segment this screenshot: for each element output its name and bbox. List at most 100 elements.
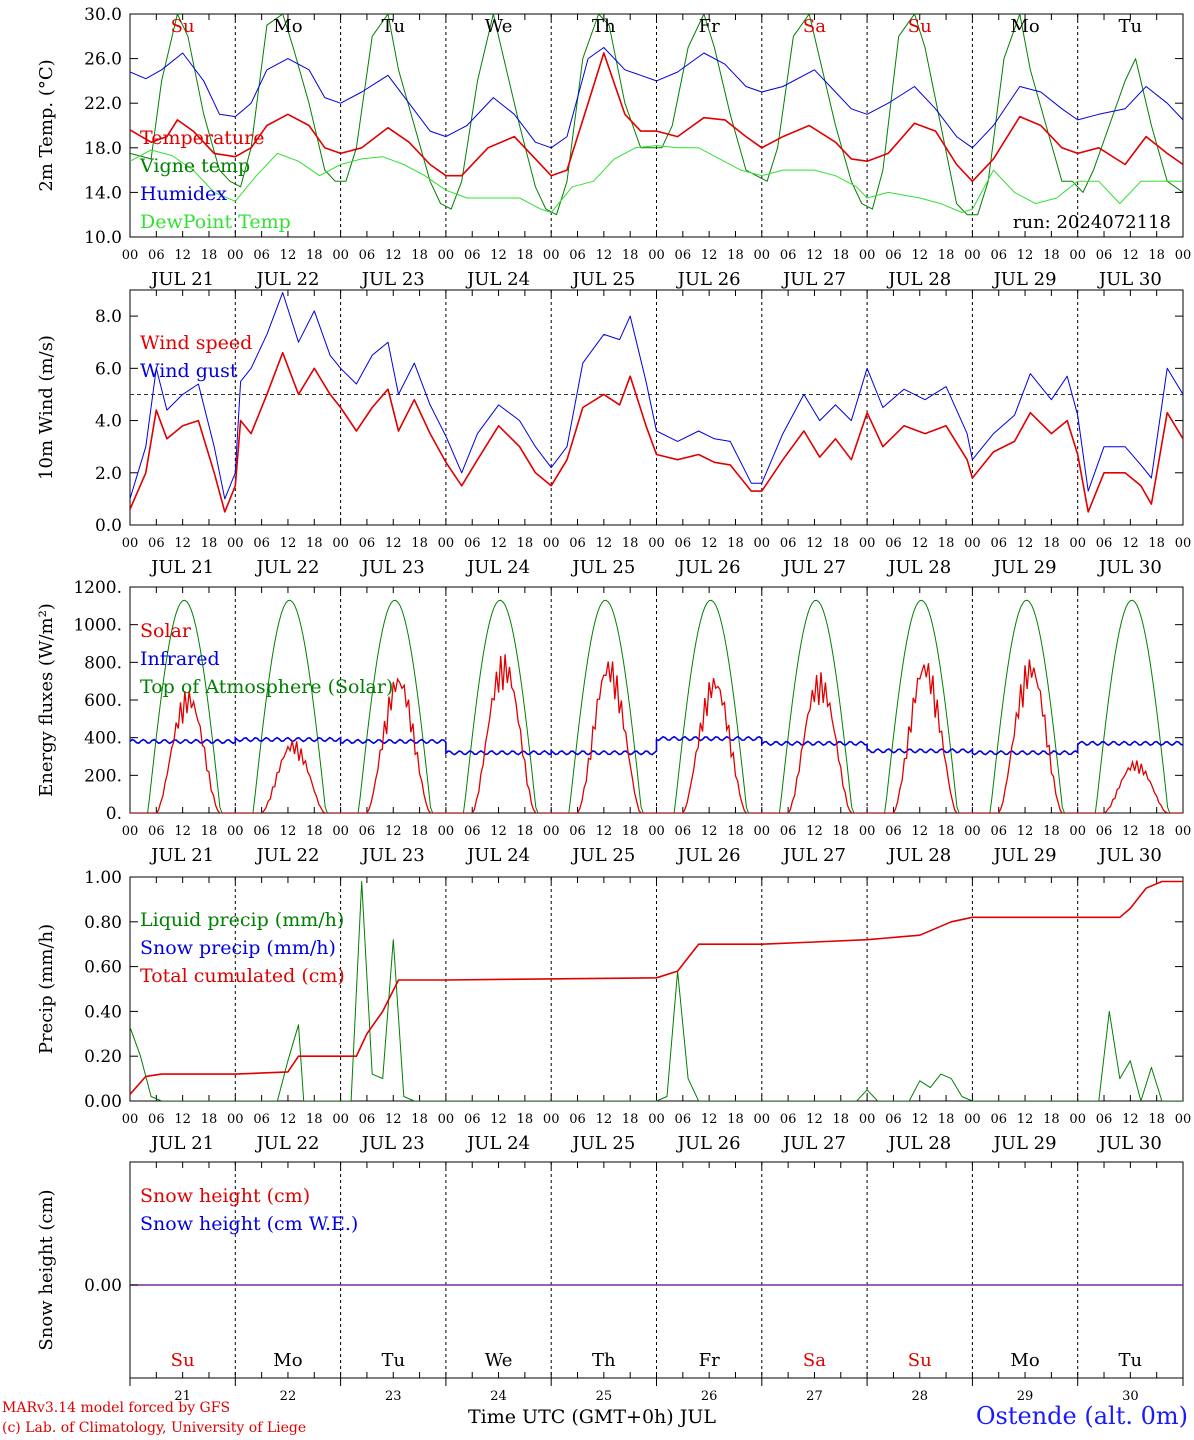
hour-tick-label: 00: [543, 248, 560, 263]
hour-tick-label: 18: [411, 824, 428, 839]
hour-tick-label: 12: [280, 248, 297, 263]
legend-entry: DewPoint Temp: [140, 211, 291, 233]
day-number-label: 29: [1017, 1389, 1034, 1404]
hour-tick-label: 18: [517, 248, 534, 263]
date-label: JUL 22: [254, 557, 319, 578]
hour-tick-label: 00: [332, 248, 349, 263]
hour-tick-label: 12: [1017, 248, 1034, 263]
date-label: JUL 26: [676, 557, 741, 578]
hour-tick-label: 12: [385, 1112, 402, 1127]
hour-tick-label: 18: [411, 1112, 428, 1127]
hour-tick-label: 06: [1096, 248, 1113, 263]
weekday-label: Tu: [1119, 16, 1143, 37]
date-label: JUL 29: [992, 845, 1057, 866]
y-tick-label: 200.: [84, 766, 122, 786]
y-axis-label: 10m Wind (m/s): [36, 335, 57, 480]
date-label: JUL 26: [676, 845, 741, 866]
hour-tick-label: 06: [780, 536, 797, 551]
hour-tick-label: 12: [174, 1112, 191, 1127]
hour-tick-label: 00: [648, 536, 665, 551]
hour-tick-label: 00: [438, 248, 455, 263]
hour-tick-label: 12: [596, 536, 613, 551]
weekday-label: Fr: [699, 1350, 720, 1371]
solar-line: [130, 654, 1183, 813]
hour-tick-label: 18: [517, 536, 534, 551]
hour-tick-label: 06: [780, 1112, 797, 1127]
date-label: JUL 30: [1097, 269, 1162, 290]
hour-tick-label: 06: [359, 536, 376, 551]
hour-tick-label: 00: [754, 824, 771, 839]
hour-tick-label: 00: [332, 1112, 349, 1127]
date-label: JUL 30: [1097, 557, 1162, 578]
hour-tick-label: 18: [517, 1112, 534, 1127]
hour-tick-label: 00: [648, 1112, 665, 1127]
y-axis-label: Snow height (cm): [36, 1189, 57, 1350]
y-tick-label: 4.0: [95, 412, 122, 432]
hour-tick-label: 06: [675, 248, 692, 263]
y-tick-label: 0.0: [95, 516, 122, 536]
y-tick-label: 14.0: [84, 183, 122, 203]
series-total-cumulated-cm-: [130, 880, 1183, 1095]
hour-tick-label: 00: [1069, 1112, 1086, 1127]
y-tick-label: 18.0: [84, 139, 122, 159]
hour-tick-label: 00: [122, 248, 139, 263]
series-dewpoint-temp: [130, 145, 1183, 213]
series-humidex: [130, 47, 1183, 149]
hour-tick-label: 18: [201, 536, 218, 551]
hour-tick-label: 06: [885, 536, 902, 551]
hour-tick-label: 18: [1043, 824, 1060, 839]
hour-tick-label: 12: [701, 248, 718, 263]
x-axis-label: Time UTC (GMT+0h) JUL: [468, 1406, 716, 1428]
hour-tick-label: 00: [1069, 824, 1086, 839]
hour-tick-label: 06: [359, 1112, 376, 1127]
legend-entry: Humidex: [140, 183, 227, 205]
legend-entry: Top of Atmosphere (Solar): [140, 676, 393, 698]
model-credit: MARv3.14 model forced by GFS: [2, 1400, 231, 1416]
weekday-label: We: [485, 16, 513, 37]
y-tick-label: 600.: [84, 691, 122, 711]
hour-tick-label: 06: [464, 248, 481, 263]
hour-tick-label: 18: [727, 248, 744, 263]
hour-tick-label: 18: [1148, 248, 1165, 263]
hour-tick-label: 06: [148, 536, 165, 551]
date-label: JUL 21: [149, 845, 214, 866]
hour-tick-label: 18: [938, 536, 955, 551]
day-number-label: 23: [385, 1389, 402, 1404]
date-label: JUL 30: [1097, 1133, 1162, 1154]
date-label: JUL 25: [570, 845, 635, 866]
hour-tick-label: 18: [201, 824, 218, 839]
hour-tick-label: 12: [911, 1112, 928, 1127]
date-label: JUL 23: [360, 269, 425, 290]
hour-tick-label: 12: [280, 1112, 297, 1127]
hour-tick-label: 00: [438, 1112, 455, 1127]
hour-tick-label: 00: [754, 1112, 771, 1127]
day-number-label: 21: [174, 1389, 191, 1404]
hour-tick-label: 12: [1122, 536, 1139, 551]
legend-entry: Solar: [140, 620, 192, 642]
date-label: JUL 27: [781, 1133, 846, 1154]
hour-tick-label: 12: [596, 1112, 613, 1127]
hour-tick-label: 18: [833, 248, 850, 263]
y-tick-label: 0.00: [84, 1092, 122, 1112]
date-label: JUL 24: [465, 557, 530, 578]
weekday-label: Sa: [803, 16, 826, 37]
hour-tick-label: 18: [833, 1112, 850, 1127]
day-number-label: 26: [701, 1389, 718, 1404]
hour-tick-label: 00: [964, 248, 981, 263]
hour-tick-label: 06: [464, 824, 481, 839]
hour-tick-label: 00: [648, 824, 665, 839]
hour-tick-label: 18: [938, 1112, 955, 1127]
hour-tick-label: 18: [306, 248, 323, 263]
hour-tick-label: 12: [174, 824, 191, 839]
hour-tick-label: 00: [859, 536, 876, 551]
hour-tick-label: 18: [1043, 248, 1060, 263]
hour-tick-label: 12: [280, 824, 297, 839]
y-tick-label: 400.: [84, 729, 122, 749]
hour-tick-label: 06: [569, 1112, 586, 1127]
hour-tick-label: 18: [1148, 1112, 1165, 1127]
hour-tick-label: 00: [543, 536, 560, 551]
hour-tick-label: 00: [1069, 536, 1086, 551]
hour-tick-label: 00: [438, 824, 455, 839]
hour-tick-label: 12: [280, 536, 297, 551]
